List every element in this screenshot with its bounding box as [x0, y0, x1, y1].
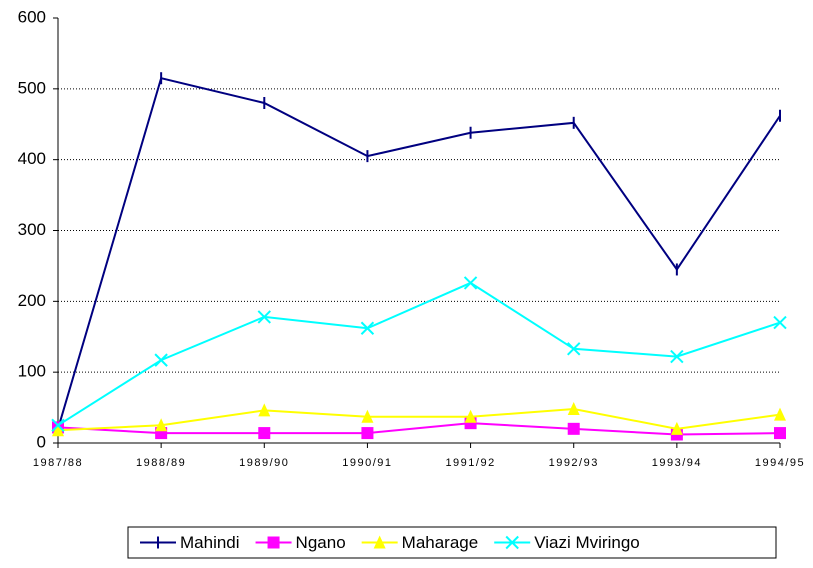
x-tick-label: 1989/90 — [239, 457, 289, 469]
y-tick-label: 300 — [18, 220, 46, 239]
marker — [154, 353, 168, 367]
y-tick-label: 200 — [18, 291, 46, 310]
series-line — [57, 281, 781, 427]
x-tick-label: 1987/88 — [33, 457, 83, 469]
marker — [774, 427, 786, 440]
marker — [155, 418, 168, 432]
marker — [258, 403, 271, 417]
legend-label: Maharage — [402, 533, 479, 552]
marker — [361, 409, 374, 423]
marker — [361, 427, 374, 440]
x-tick-label: 1994/95 — [755, 457, 805, 469]
marker — [567, 422, 580, 435]
series-line — [57, 407, 781, 432]
marker — [464, 409, 477, 423]
legend-marker — [373, 535, 386, 549]
legend-label: Ngano — [296, 533, 346, 552]
marker — [670, 421, 683, 435]
x-tick-label: 1993/94 — [652, 457, 702, 469]
marker — [774, 407, 786, 421]
x-tick-label: 1991/92 — [445, 457, 495, 469]
y-tick-label: 500 — [18, 78, 46, 97]
marker — [567, 402, 580, 415]
marker — [567, 342, 581, 356]
y-tick-label: 400 — [18, 149, 46, 168]
x-tick-label: 1992/93 — [549, 457, 599, 469]
legend-marker — [505, 535, 519, 550]
legend-box — [127, 526, 777, 559]
marker — [463, 276, 478, 290]
legend-label: Viazi Mviringo — [534, 533, 640, 552]
marker — [52, 423, 64, 437]
marker — [51, 418, 65, 432]
x-tick-label: 1990/91 — [342, 457, 392, 469]
marker — [773, 315, 787, 330]
marker — [257, 310, 271, 324]
x-tick-label: 1988/89 — [136, 457, 186, 469]
legend-marker — [267, 536, 280, 549]
legend: Mahindi Ngano Maharage Viazi Mviringo — [127, 526, 777, 559]
y-tick-label: 100 — [18, 362, 46, 381]
series-line — [57, 422, 781, 436]
series-line — [57, 77, 781, 430]
y-tick-label: 0 — [37, 432, 46, 451]
marker — [360, 321, 375, 335]
marker — [670, 349, 684, 364]
marker — [258, 427, 271, 440]
y-tick-label: 600 — [18, 7, 46, 26]
legend-label: Mahindi — [180, 533, 240, 552]
